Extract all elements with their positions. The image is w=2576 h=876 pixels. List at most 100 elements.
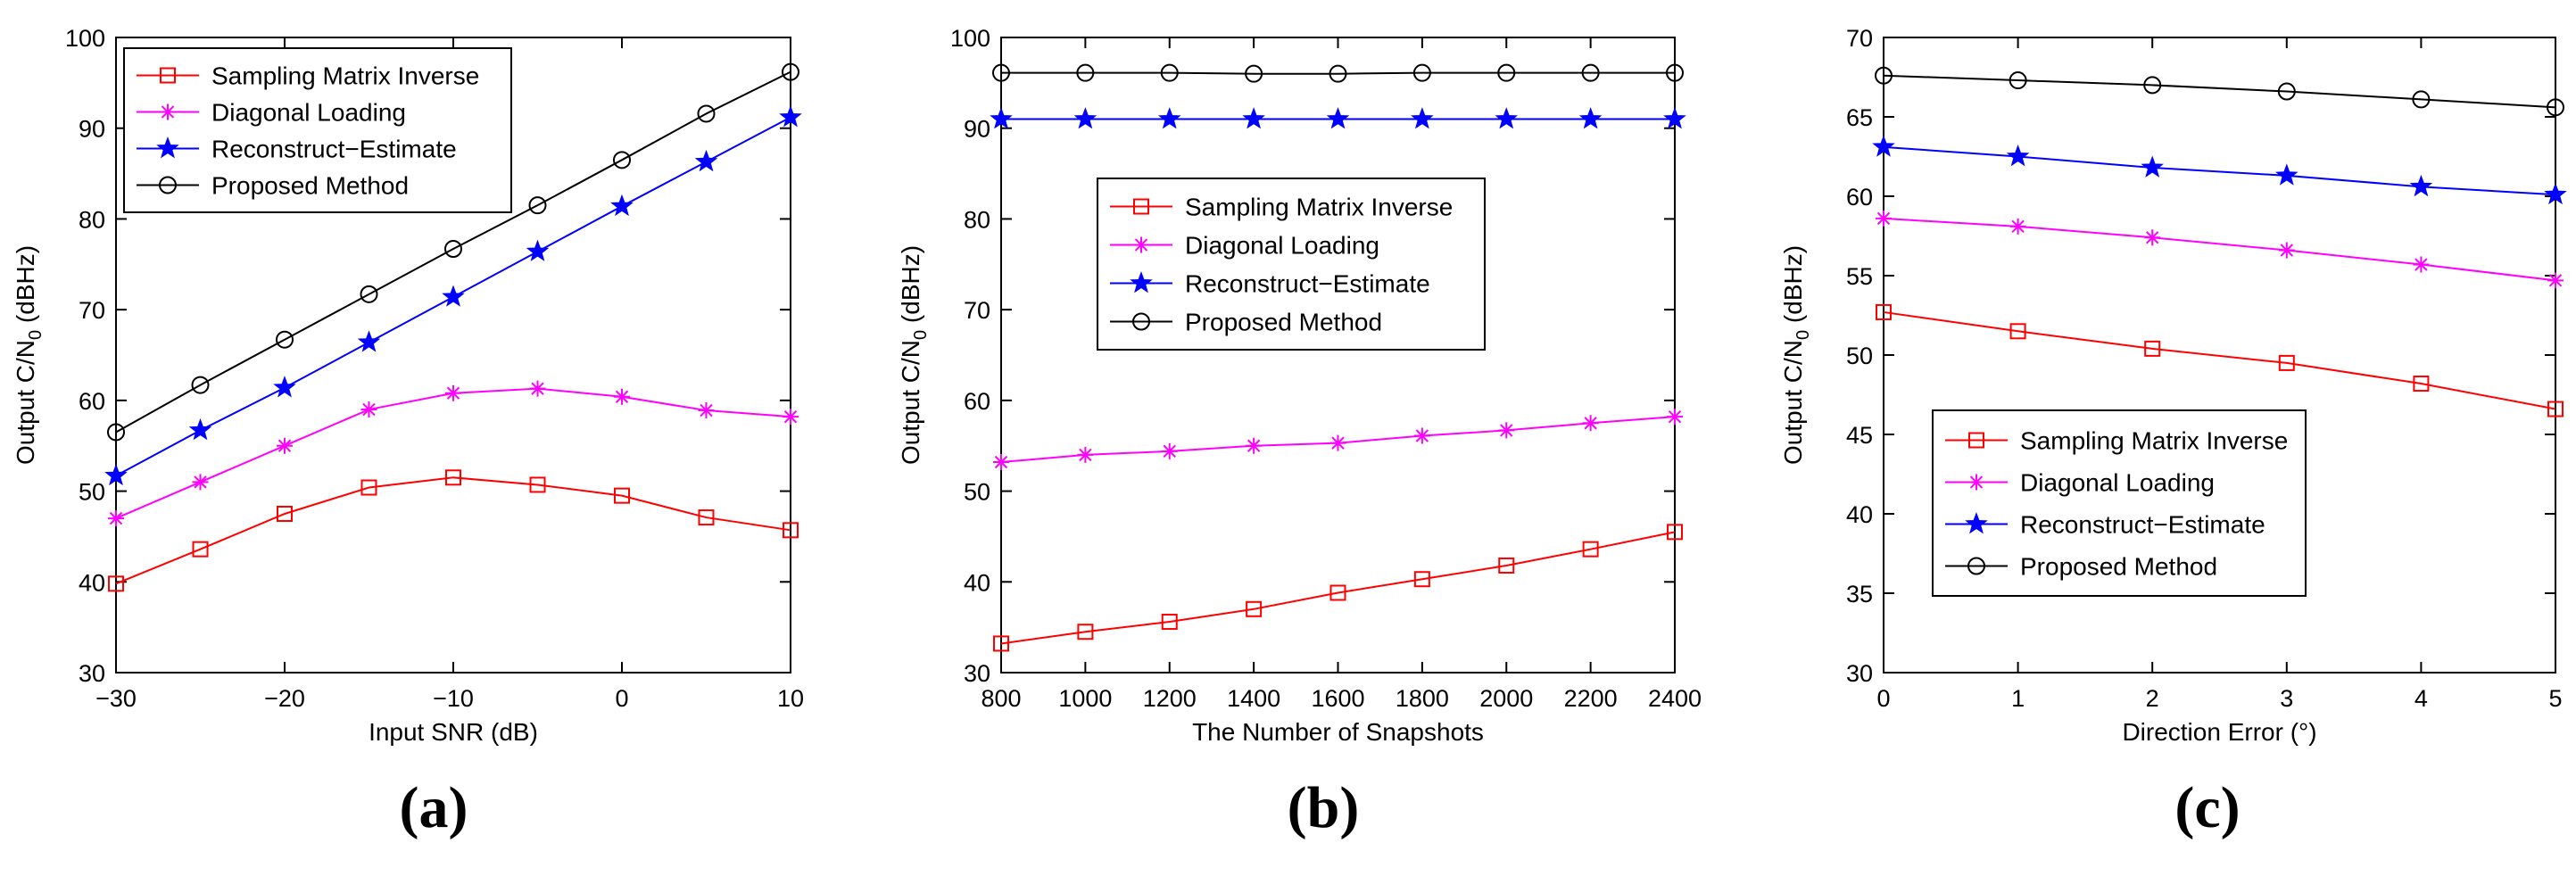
data-point-square <box>360 479 377 496</box>
x-axis-label: Direction Error (°) <box>2122 718 2316 746</box>
x-tick-label: 2000 <box>1479 685 1533 712</box>
data-point-square <box>2278 354 2295 371</box>
data-point-square <box>1582 541 1599 558</box>
legend: Sampling Matrix Inverse Diagonal Loading R… <box>1932 409 2307 597</box>
legend-label: Diagonal Loading <box>1185 232 1379 260</box>
data-point-asterisk <box>529 380 546 397</box>
legend-label: Sampling Matrix Inverse <box>211 62 479 90</box>
series-3 <box>992 63 1684 83</box>
data-point-square <box>192 541 209 558</box>
y-axis-label-main: Output C/N <box>1779 340 1807 465</box>
legend-label: Sampling Matrix Inverse <box>1185 194 1453 221</box>
series-1 <box>1876 210 2564 289</box>
data-point-star <box>2409 174 2433 197</box>
x-tick-label: 800 <box>981 685 1021 712</box>
y-tick-label: 50 <box>964 479 990 506</box>
data-point-star <box>990 107 1013 129</box>
y-tick-label: 30 <box>964 660 990 687</box>
data-point-star <box>442 285 465 307</box>
series-1 <box>993 409 1683 471</box>
legend-marker-square <box>1133 198 1149 215</box>
x-tick-label: 2 <box>2146 685 2159 712</box>
data-point-square <box>2547 401 2564 417</box>
y-tick-label: 80 <box>964 206 990 233</box>
x-tick-label: 3 <box>2280 685 2293 712</box>
data-point-square <box>1667 524 1683 541</box>
x-tick-label: −20 <box>264 685 305 712</box>
y-axis-label-unit: (dBHz) <box>12 245 39 330</box>
legend-label: Diagonal Loading <box>2020 469 2215 497</box>
y-tick-label: 45 <box>1846 422 1873 449</box>
legend-marker-asterisk <box>1968 474 1984 491</box>
legend-marker-asterisk <box>1133 236 1149 253</box>
legend-marker-star <box>1130 271 1153 293</box>
data-point-square <box>1876 303 1892 320</box>
data-point-circle <box>1076 63 1095 82</box>
y-tick-label: 80 <box>79 206 105 233</box>
legend-box <box>1932 409 2307 597</box>
data-point-square <box>698 509 715 526</box>
data-point-asterisk <box>1246 437 1263 454</box>
data-point-asterisk <box>993 454 1009 471</box>
series-line <box>1001 71 1675 75</box>
legend-label: Proposed Method <box>211 172 409 200</box>
x-tick-label: 10 <box>777 685 804 712</box>
data-point-circle <box>2547 98 2564 117</box>
y-tick-label: 70 <box>964 297 990 324</box>
y-axis-label: Output C/N0 (dBHz) <box>12 245 46 465</box>
data-point-square <box>277 506 293 522</box>
x-axis-label: The Number of Snapshots <box>1192 718 1484 746</box>
data-point-star <box>1578 107 1603 129</box>
data-point-square <box>1413 571 1430 588</box>
y-tick-label: 40 <box>964 569 990 596</box>
x-axis-label: Input SNR (dB) <box>369 718 538 746</box>
y-tick-label: 35 <box>1846 581 1873 607</box>
data-point-square <box>2009 323 2026 340</box>
panel-label-a: (a) <box>399 775 468 840</box>
y-tick-label: 60 <box>79 388 105 415</box>
data-point-star <box>104 463 128 486</box>
data-point-circle <box>107 423 125 442</box>
data-point-square <box>1498 557 1515 574</box>
y-axis-label-main: Output C/N <box>897 340 924 465</box>
x-tick-label: 1600 <box>1311 685 1364 712</box>
y-tick-label: 50 <box>79 479 105 506</box>
chart-panel-a: −30 −20 −10 0 10 30 40 50 60 70 80 90 100 Input SNR (… <box>12 25 804 746</box>
y-tick-label: 90 <box>79 116 105 143</box>
x-tick-label: −10 <box>433 685 474 712</box>
legend-marker-star <box>1965 512 1988 534</box>
data-point-circle <box>1666 63 1684 82</box>
y-tick-label: 40 <box>1846 501 1873 528</box>
panel-label-c: (c) <box>2174 775 2241 840</box>
data-point-circle <box>1581 63 1600 82</box>
data-point-square <box>1161 614 1178 631</box>
data-point-square <box>2144 340 2161 357</box>
x-tick-label: 0 <box>615 685 628 712</box>
y-axis-label-unit: (dBHz) <box>1779 245 1807 330</box>
data-point-star <box>1411 107 1434 129</box>
data-point-circle <box>782 62 799 81</box>
data-point-star <box>273 376 296 398</box>
data-point-asterisk <box>2413 256 2430 273</box>
y-tick-label: 60 <box>1846 184 1873 211</box>
y-axis-label-sub: 0 <box>1793 330 1813 340</box>
data-point-star <box>526 239 550 261</box>
data-point-star <box>188 417 212 441</box>
data-point-circle <box>1245 64 1263 83</box>
data-point-asterisk <box>783 409 799 426</box>
y-tick-label: 70 <box>79 297 105 324</box>
x-tick-label: 1400 <box>1227 685 1280 712</box>
legend-marker-circle <box>1967 557 1985 575</box>
y-tick-label: 30 <box>79 660 105 687</box>
x-tick-label: 1200 <box>1143 685 1197 712</box>
series-line <box>115 70 791 434</box>
data-point-asterisk <box>2278 242 2295 259</box>
y-axis-label-unit: (dBHz) <box>897 245 924 330</box>
y-tick-label: 65 <box>1846 104 1873 131</box>
data-point-asterisk <box>1413 427 1430 444</box>
legend-label: Reconstruct−Estimate <box>1185 270 1430 298</box>
data-point-star <box>779 105 802 128</box>
legend-label: Reconstruct−Estimate <box>211 136 457 163</box>
